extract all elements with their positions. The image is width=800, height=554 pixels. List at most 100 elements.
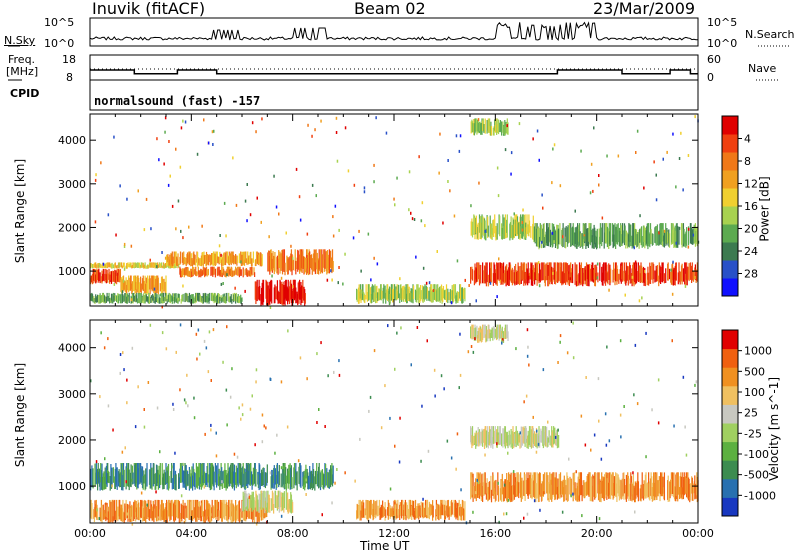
power-cell: [494, 214, 496, 234]
velocity-cell: [616, 473, 618, 502]
power-cell: [528, 220, 531, 233]
power-cell: [451, 285, 453, 304]
power-cell: [668, 268, 671, 280]
power-cell: [539, 236, 541, 248]
velocity-cell: [115, 510, 117, 522]
power-cell: [309, 251, 311, 275]
velocity-speck: [225, 388, 228, 392]
power-cell: [326, 251, 328, 275]
velocity-cell: [603, 477, 605, 501]
power-cell: [145, 294, 147, 302]
velocity-speck: [539, 508, 541, 512]
power-speck: [583, 236, 586, 240]
power-speck: [447, 180, 449, 183]
power-cell: [543, 223, 545, 245]
power-speck: [306, 254, 308, 258]
power-cell: [174, 264, 176, 269]
velocity-cell: [554, 477, 556, 501]
power-speck: [551, 231, 554, 235]
power-speck: [315, 194, 317, 198]
power-speck: [438, 171, 440, 175]
velocity-speck: [398, 460, 401, 464]
power-speck: [553, 240, 555, 244]
velocity-cell: [185, 505, 187, 518]
power-cell: [457, 295, 459, 303]
power-cell: [490, 262, 493, 283]
velocity-cell: [420, 501, 422, 516]
velocity-speck: [472, 510, 474, 514]
velocity-speck: [577, 498, 579, 502]
velocity-cell: [567, 478, 569, 501]
velocity-speck: [215, 431, 217, 435]
velocity-speck: [620, 435, 622, 439]
power-speck: [658, 231, 660, 235]
velocity-cell: [684, 476, 686, 494]
power-cell: [117, 268, 120, 282]
power-cell: [584, 266, 586, 281]
power-cell: [292, 259, 294, 271]
power-cell: [478, 122, 480, 132]
velocity-cell: [521, 436, 524, 446]
velocity-cell: [141, 506, 144, 522]
power-speck: [130, 298, 133, 302]
power-speck: [418, 155, 420, 159]
power-cell: [525, 227, 527, 238]
velocity-cell: [224, 503, 226, 520]
power-cell: [254, 272, 256, 277]
velocity-cell: [244, 493, 246, 510]
velocity-cell: [575, 488, 577, 501]
power-cell: [459, 284, 462, 302]
velocity-cell: [544, 472, 546, 495]
nsky-trace: [89, 21, 698, 45]
power-cell: [501, 223, 503, 240]
velocity-cell: [482, 324, 484, 340]
power-cell: [672, 229, 674, 245]
power-speck: [307, 123, 309, 127]
velocity-speck: [501, 339, 503, 343]
power-cell: [562, 223, 564, 247]
velocity-cell: [171, 499, 173, 517]
power-cell: [523, 262, 526, 281]
velocity-cell: [266, 464, 268, 483]
power-speck: [164, 130, 166, 134]
velocity-speck: [502, 338, 504, 342]
velocity-cell: [490, 489, 493, 503]
power-cell: [193, 267, 195, 275]
velocity-cell: [264, 472, 267, 489]
power-cell: [666, 228, 668, 246]
power-cell: [489, 126, 491, 136]
velocity-cell: [325, 463, 327, 486]
velocity-cell: [210, 463, 212, 488]
power-cell: [267, 285, 269, 306]
velocity-cell: [436, 504, 438, 516]
power-cell: [244, 251, 246, 263]
power-cell: [599, 262, 601, 281]
power-colorbar-tick-label: 4: [744, 133, 751, 146]
power-cell: [570, 227, 572, 246]
velocity-cell: [490, 329, 492, 338]
velocity-cell: [637, 481, 640, 502]
power-cell: [172, 256, 174, 266]
nsky-label: N.Sky: [4, 34, 36, 47]
velocity-speck: [143, 425, 146, 429]
velocity-cell: [628, 478, 630, 501]
power-cell: [377, 292, 379, 301]
velocity-cell: [634, 487, 636, 503]
velocity-cell: [229, 466, 231, 486]
power-speck: [161, 251, 163, 254]
power-cell: [189, 270, 191, 277]
power-cell: [116, 295, 118, 303]
velocity-cell: [476, 432, 478, 444]
power-cell: [121, 277, 123, 294]
power-speck: [655, 173, 657, 177]
velocity-speck: [134, 425, 137, 429]
power-cell: [130, 262, 132, 268]
power-cell: [303, 256, 305, 275]
velocity-colorbar-tick-label: 25: [744, 407, 758, 420]
velocity-cell: [368, 500, 370, 518]
power-cell: [609, 231, 611, 246]
power-cell: [170, 264, 172, 268]
power-cell: [114, 262, 116, 268]
velocity-cell: [204, 509, 206, 523]
velocity-cell: [246, 463, 248, 484]
